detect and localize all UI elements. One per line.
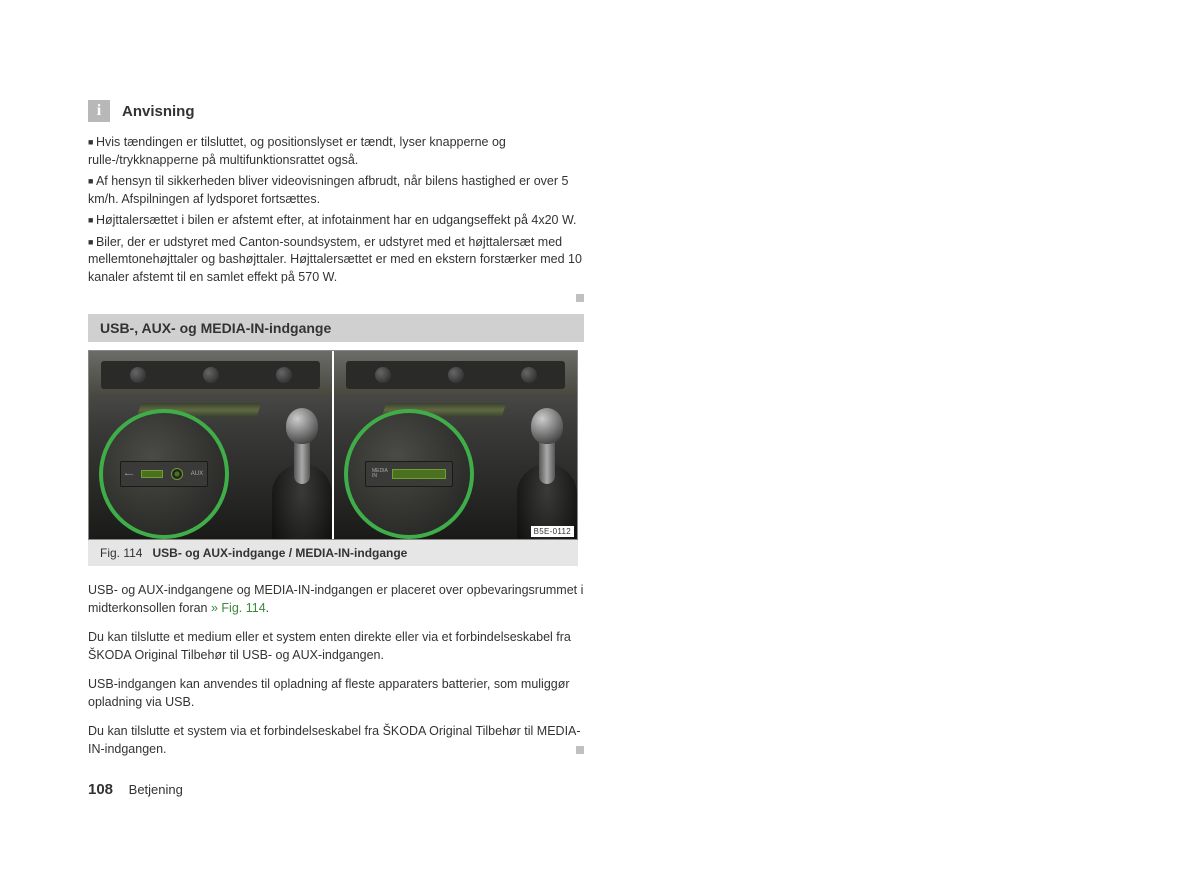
- footer-section-name: Betjening: [129, 782, 183, 797]
- gear-shifter-illustration: [262, 404, 332, 539]
- section-end-marker: [576, 746, 584, 754]
- page-footer: 108 Betjening: [88, 781, 183, 798]
- section-end-marker: [576, 294, 584, 302]
- knob-icon: [203, 367, 219, 383]
- media-in-label: MEDIA IN: [372, 469, 388, 479]
- figure-title: USB- og AUX-indgange / MEDIA-IN-indgange: [152, 546, 407, 560]
- ac-panel-illustration: [101, 361, 320, 389]
- zoom-circle-media-in: MEDIA IN: [344, 409, 474, 539]
- knob-icon: [375, 367, 391, 383]
- figure-number: Fig. 114: [100, 546, 142, 560]
- info-heading: i Anvisning: [88, 100, 584, 122]
- zoom-circle-usb-aux: ⟵ AUX: [99, 409, 229, 539]
- gear-shifter-illustration: [507, 404, 577, 539]
- figure-left-panel: ⟵ AUX: [89, 351, 332, 539]
- paragraph-text: .: [266, 601, 269, 615]
- figure-114: ⟵ AUX: [88, 350, 578, 540]
- info-bullet: Hvis tændingen er tilsluttet, og positio…: [88, 134, 584, 169]
- usb-aux-port-panel: ⟵ AUX: [120, 461, 208, 487]
- paragraph-text: USB- og AUX-indgangene og MEDIA-IN-indga…: [88, 583, 583, 615]
- aux-label: AUX: [191, 471, 203, 477]
- knob-icon: [448, 367, 464, 383]
- page-number: 108: [88, 781, 113, 798]
- knob-icon: [276, 367, 292, 383]
- dashboard-illustration: [89, 351, 332, 396]
- info-title: Anvisning: [122, 103, 195, 120]
- body-paragraph: Du kan tilslutte et medium eller et syst…: [88, 629, 584, 664]
- media-in-port-panel: MEDIA IN: [365, 461, 453, 487]
- usb-icon: ⟵: [125, 471, 134, 478]
- ac-panel-illustration: [346, 361, 565, 389]
- info-bullet: Biler, der er udstyret med Canton-sounds…: [88, 234, 584, 287]
- knob-icon: [130, 367, 146, 383]
- knob-icon: [521, 367, 537, 383]
- info-icon-letter: i: [97, 102, 101, 120]
- aux-jack-icon: [171, 468, 183, 480]
- body-paragraph: USB-indgangen kan anvendes til opladning…: [88, 676, 584, 711]
- info-bullet: Af hensyn til sikkerheden bliver videovi…: [88, 173, 584, 208]
- info-icon: i: [88, 100, 110, 122]
- dashboard-illustration: [334, 351, 577, 396]
- usb-slot-icon: [141, 470, 163, 478]
- shifter-knob: [286, 408, 318, 444]
- section-heading: USB-, AUX- og MEDIA-IN-indgange: [88, 314, 584, 342]
- info-bullet: Højttalersættet i bilen er afstemt efter…: [88, 212, 584, 230]
- body-paragraph: USB- og AUX-indgangene og MEDIA-IN-indga…: [88, 582, 584, 617]
- figure-caption: Fig. 114 USB- og AUX-indgange / MEDIA-IN…: [88, 540, 578, 566]
- figure-right-panel: MEDIA IN B5E-0112: [332, 351, 577, 539]
- media-in-slot-icon: [392, 469, 446, 479]
- figure-code: B5E-0112: [531, 526, 574, 537]
- figure-reference-link: » Fig. 114: [211, 601, 266, 615]
- shifter-knob: [531, 408, 563, 444]
- body-paragraph: Du kan tilslutte et system via et forbin…: [88, 723, 584, 758]
- page-column: i Anvisning Hvis tændingen er tilsluttet…: [88, 100, 584, 770]
